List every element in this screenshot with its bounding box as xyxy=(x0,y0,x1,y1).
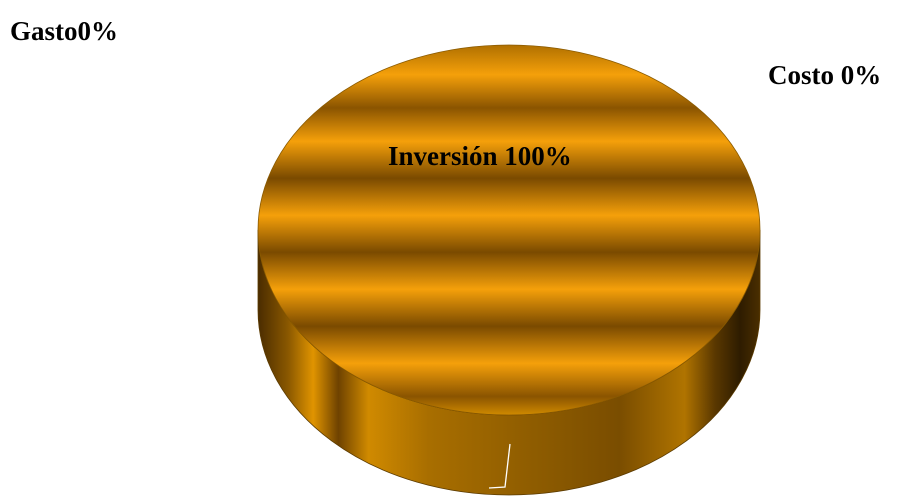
pie-body xyxy=(257,44,761,496)
pie-slice-inversion xyxy=(257,44,761,416)
leader-line xyxy=(488,443,511,489)
slice-label-costo: Costo 0% xyxy=(768,60,881,90)
slice-label-inversion: Inversión 100% xyxy=(388,141,572,171)
slice-label-gasto: Gasto0% xyxy=(10,16,118,46)
